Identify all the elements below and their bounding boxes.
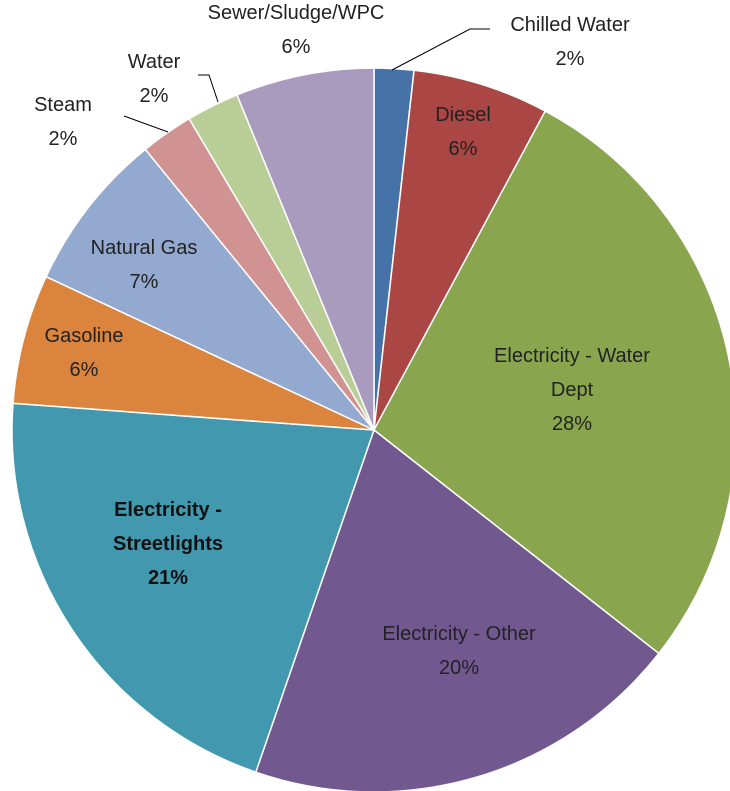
slice-label: Water 2% <box>128 51 181 107</box>
pie-slice-gasoline <box>12 275 375 431</box>
slice-percent-label: 6% <box>449 138 478 160</box>
slice-label: Electricity - Water Dept 28% <box>494 345 650 435</box>
slice-name-label: Dept <box>551 379 594 401</box>
leader-lines <box>123 28 490 133</box>
slice-name-label: Natural Gas <box>91 237 198 259</box>
slice-name-label: Steam <box>34 94 92 116</box>
pie-slice-natural-gas <box>45 148 375 431</box>
leader-line <box>198 74 219 103</box>
slice-name-label: Electricity - Other <box>382 623 536 645</box>
slice-name-label: Chilled Water <box>510 14 630 36</box>
slice-name-label: Gasoline <box>45 325 124 347</box>
slice-name-label: Electricity - <box>114 499 222 521</box>
slice-label: Chilled Water 2% <box>510 14 630 70</box>
slice-label: Gasoline 6% <box>45 325 124 381</box>
slice-label: Natural Gas 7% <box>91 237 198 293</box>
slice-name-label: Sewer/Sludge/WPC <box>208 2 385 24</box>
slice-name-label: Streetlights <box>113 533 223 555</box>
slice-percent-label: 20% <box>439 657 479 679</box>
slice-label: Electricity - Other 20% <box>382 623 536 679</box>
slice-percent-label: 21% <box>148 567 188 589</box>
slice-percent-label: 28% <box>552 413 592 435</box>
slice-label: Sewer/Sludge/WPC 6% <box>208 2 385 58</box>
slice-percent-label: 2% <box>49 128 78 150</box>
pie-slices <box>11 67 730 791</box>
slice-name-label: Electricity - Water <box>494 345 650 367</box>
pie-slice-electricity-water-dept <box>373 110 730 655</box>
pie-slice-electricity-streetlights <box>11 402 376 774</box>
leader-line <box>123 115 169 133</box>
slice-label: Steam 2% <box>34 94 92 150</box>
slice-name-label: Water <box>128 51 181 73</box>
slice-percent-label: 6% <box>70 359 99 381</box>
slice-percent-label: 2% <box>556 48 585 70</box>
slice-name-label: Diesel <box>435 104 491 126</box>
slice-labels: Chilled Water 2% Diesel 6% Electricity - Wat… <box>34 2 650 679</box>
slice-label: Diesel 6% <box>435 104 491 160</box>
slice-label: Electricity - Streetlights 21% <box>113 499 223 589</box>
pie-slice-sewer-sludge-wpc <box>236 67 375 431</box>
leader-line <box>391 28 490 71</box>
slice-percent-label: 2% <box>140 85 169 107</box>
slice-percent-label: 6% <box>282 36 311 58</box>
pie-slice-diesel <box>373 69 547 431</box>
pie-slice-electricity-other <box>254 428 660 791</box>
slice-percent-label: 7% <box>130 271 159 293</box>
